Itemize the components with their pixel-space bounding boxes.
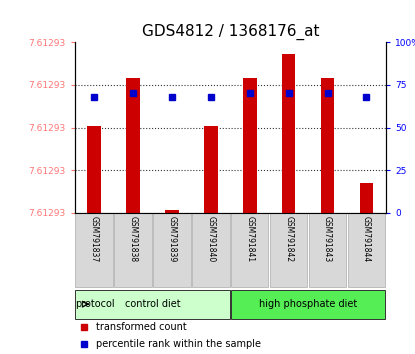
FancyBboxPatch shape [192, 213, 229, 287]
Title: GDS4812 / 1368176_at: GDS4812 / 1368176_at [142, 23, 319, 40]
FancyBboxPatch shape [231, 213, 269, 287]
Bar [165, 210, 179, 212]
Bar [126, 78, 140, 212]
Text: GSM791844: GSM791844 [362, 216, 371, 263]
Text: high phosphate diet: high phosphate diet [259, 299, 357, 309]
FancyBboxPatch shape [153, 213, 190, 287]
FancyBboxPatch shape [76, 290, 229, 319]
Text: GSM791839: GSM791839 [168, 216, 176, 263]
Bar [282, 54, 295, 212]
Bar [243, 78, 256, 212]
Bar [360, 183, 374, 212]
Text: GSM791840: GSM791840 [206, 216, 215, 263]
FancyBboxPatch shape [115, 213, 152, 287]
Text: GSM791841: GSM791841 [245, 216, 254, 262]
Text: percentile rank within the sample: percentile rank within the sample [96, 339, 261, 349]
Text: GSM791842: GSM791842 [284, 216, 293, 262]
FancyBboxPatch shape [309, 213, 346, 287]
Text: control diet: control diet [124, 299, 181, 309]
Bar [204, 126, 218, 212]
FancyBboxPatch shape [76, 213, 113, 287]
Text: GSM791843: GSM791843 [323, 216, 332, 263]
Bar [321, 78, 334, 212]
FancyBboxPatch shape [348, 213, 385, 287]
Text: GSM791838: GSM791838 [129, 216, 137, 262]
Bar [87, 126, 101, 212]
FancyBboxPatch shape [270, 213, 308, 287]
FancyBboxPatch shape [231, 290, 385, 319]
Text: GSM791837: GSM791837 [90, 216, 99, 263]
Text: transformed count: transformed count [96, 322, 187, 332]
Text: protocol: protocol [76, 299, 115, 309]
